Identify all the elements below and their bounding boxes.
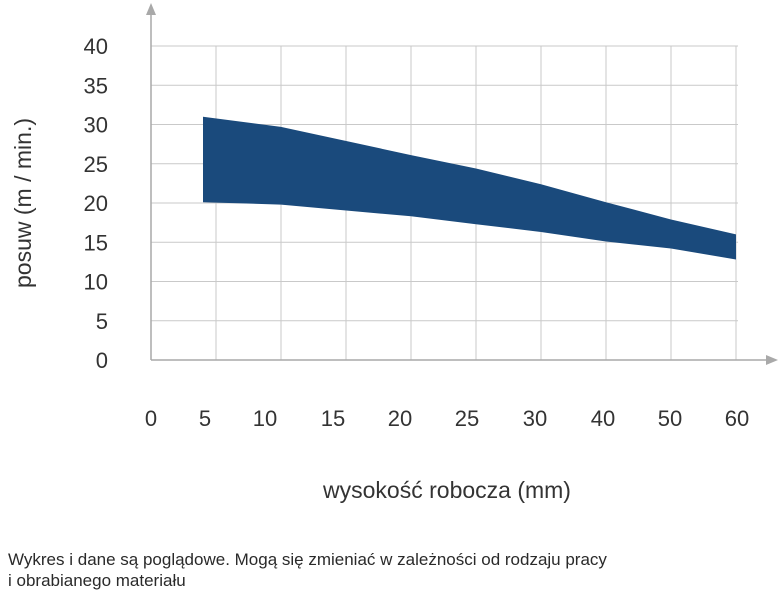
- y-tick-label: 15: [84, 230, 108, 255]
- band-layer: [203, 116, 736, 260]
- x-tick-label: 30: [523, 406, 547, 431]
- y-tick-label: 5: [96, 309, 108, 334]
- x-tick-label: 50: [658, 406, 682, 431]
- y-tick-label: 35: [84, 73, 108, 98]
- x-tick-label: 0: [145, 406, 157, 431]
- y-tick-label: 40: [84, 34, 108, 59]
- y-axis-arrow: [146, 3, 156, 15]
- y-axis-label: posuw (m / min.): [10, 118, 36, 288]
- feed-rate-band: [203, 116, 736, 260]
- y-tick-label: 25: [84, 152, 108, 177]
- x-axis-arrow: [766, 355, 778, 365]
- x-tick-label: 15: [321, 406, 345, 431]
- x-tick-label: 40: [591, 406, 615, 431]
- x-tick-label: 25: [455, 406, 479, 431]
- x-tick-label: 5: [199, 406, 211, 431]
- x-tick-label: 20: [388, 406, 412, 431]
- y-tick-label: 10: [84, 270, 108, 295]
- chart-svg: 0 5 10 15 20 25 30 35 40 0 5 10 15 20 25 30 40 50 60 posuw…: [10, 3, 778, 503]
- axis-layer: [146, 3, 778, 365]
- footer-note: Wykres i dane są poglądowe. Mogą się zmi…: [8, 550, 607, 590]
- x-tick-label: 10: [253, 406, 277, 431]
- y-tick-label: 20: [84, 191, 108, 216]
- y-tick-label: 0: [96, 348, 108, 373]
- tick-layer: 0 5 10 15 20 25 30 35 40 0 5 10 15 20 25 30 40 50 60: [84, 34, 750, 431]
- x-axis-label: wysokość robocza (mm): [322, 477, 571, 503]
- y-tick-label: 30: [84, 113, 108, 138]
- x-tick-label: 60: [725, 406, 749, 431]
